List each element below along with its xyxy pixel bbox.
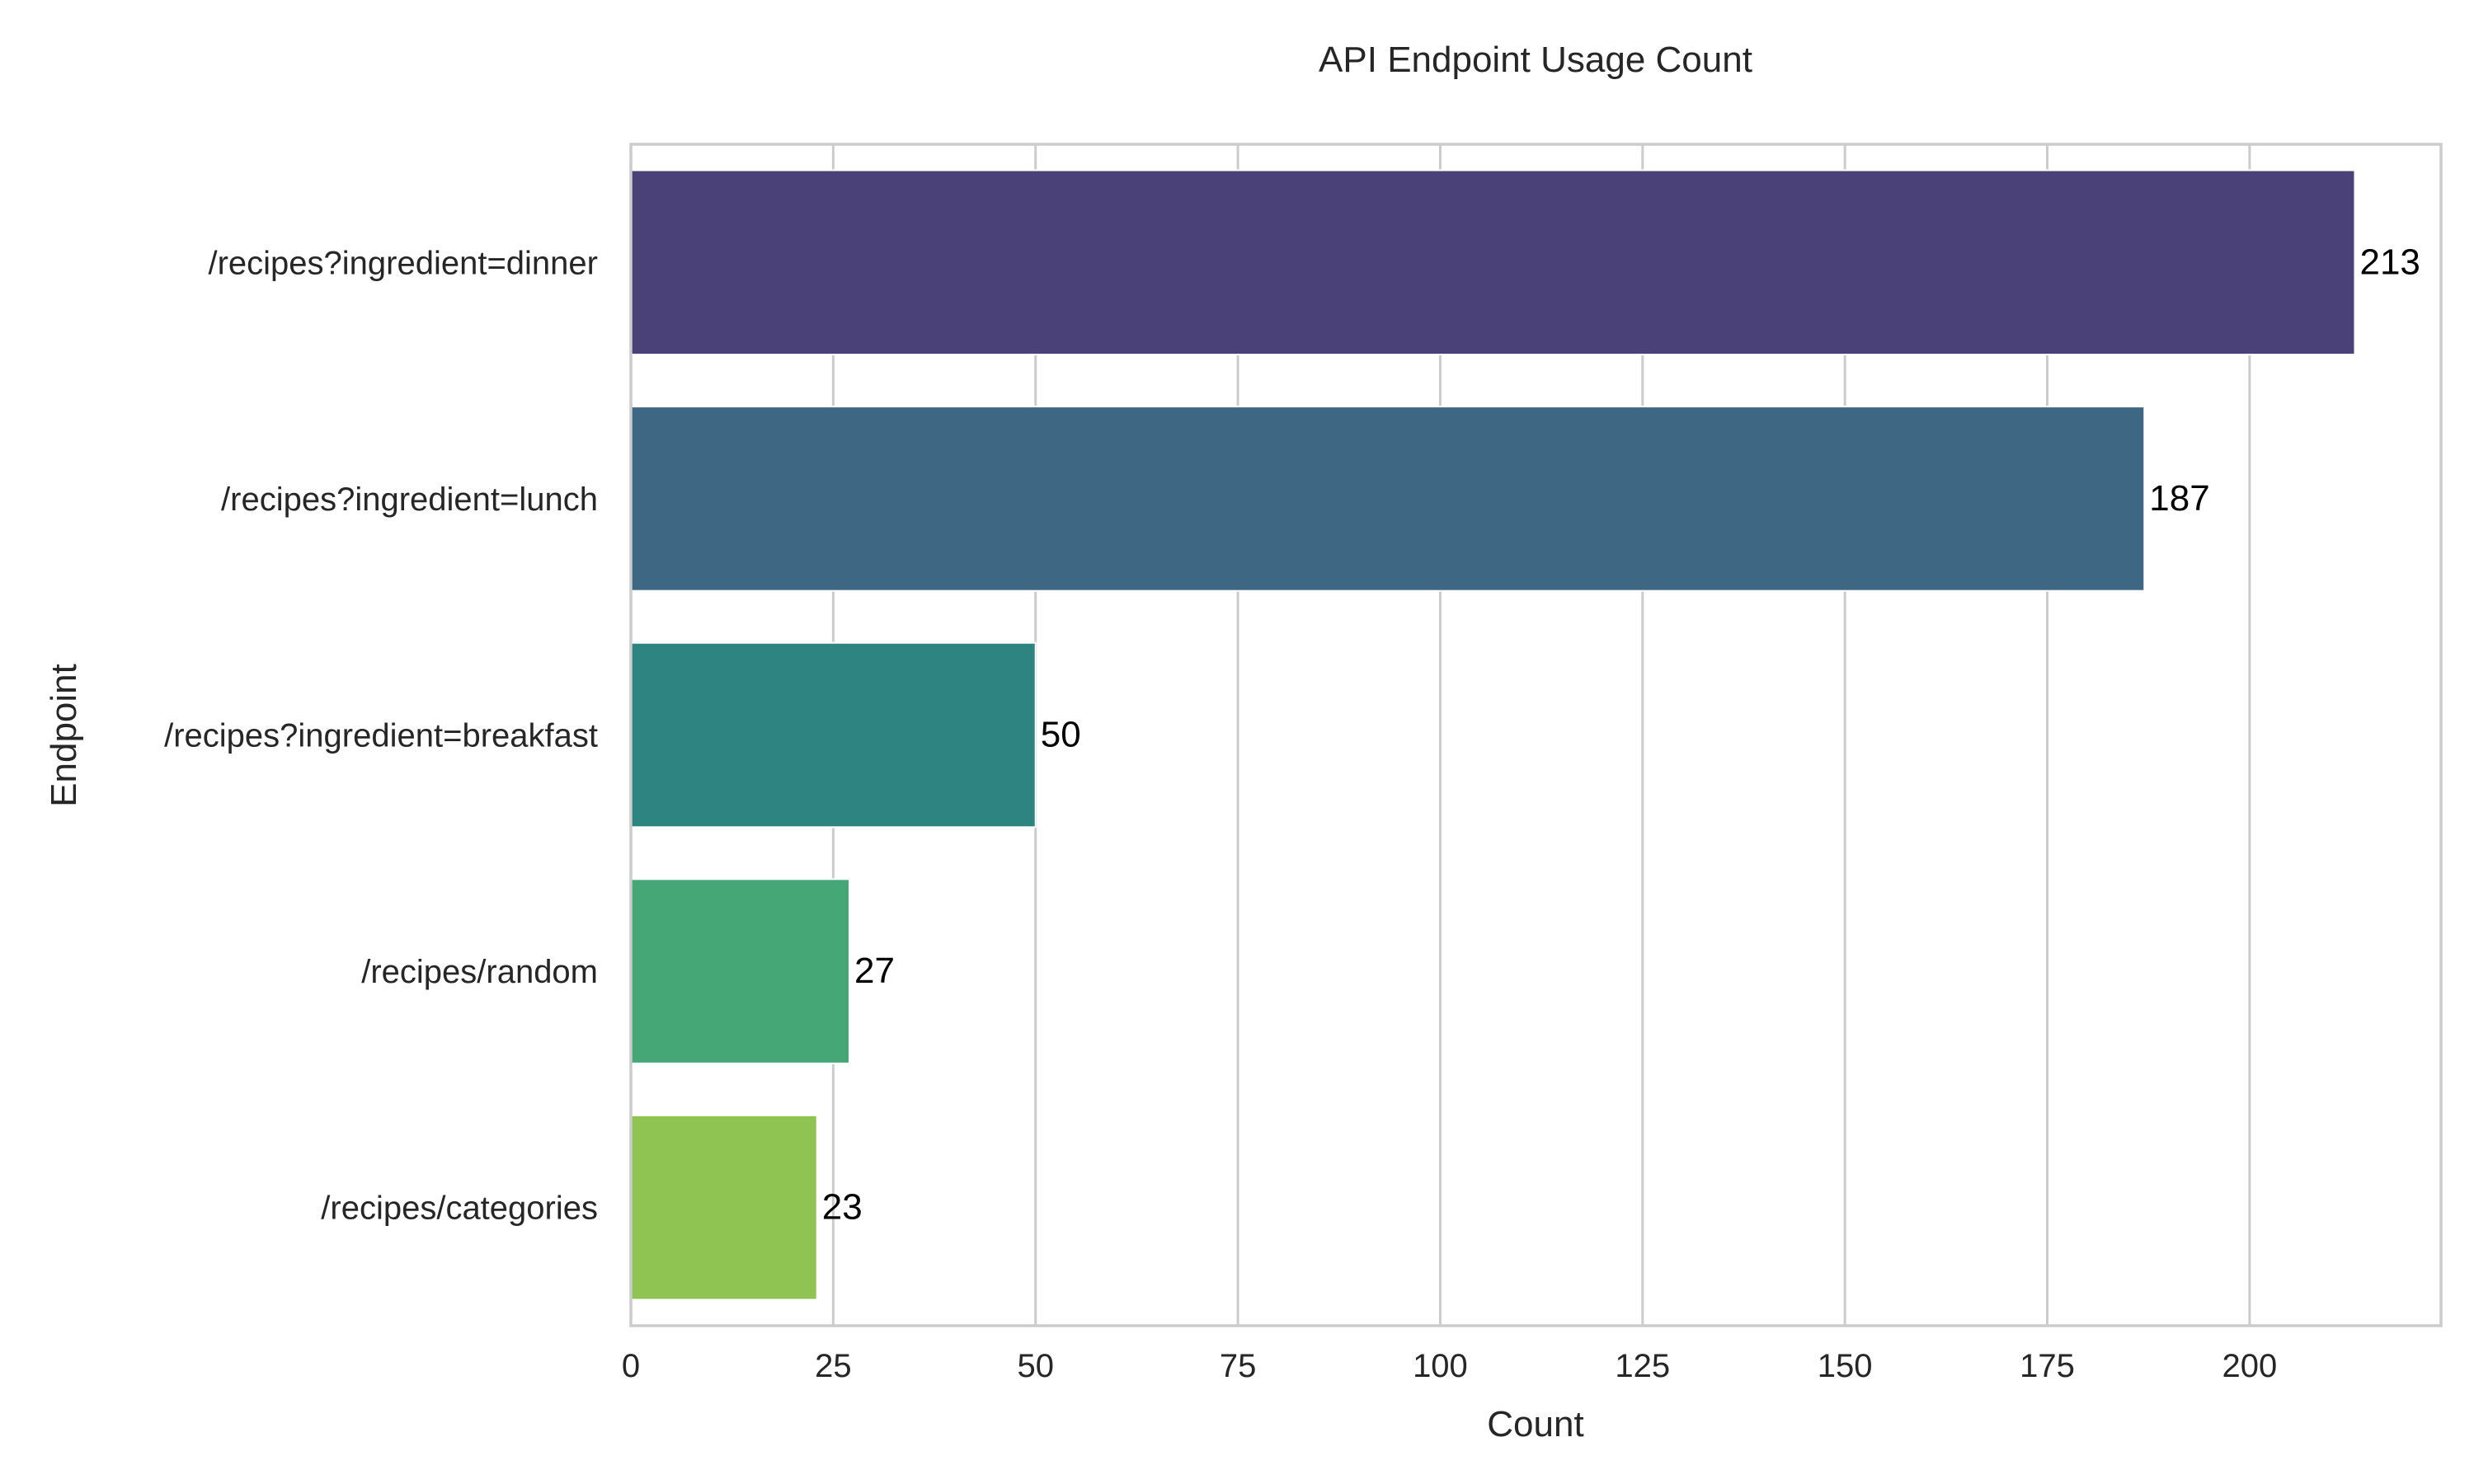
- y-axis-label: Endpoint: [44, 664, 84, 807]
- x-axis-label: Count: [1487, 1404, 1583, 1444]
- y-tick-label: /recipes/random: [361, 954, 598, 990]
- x-tick-label: 175: [2020, 1348, 2075, 1384]
- x-tick-label: 100: [1413, 1348, 1468, 1384]
- data-label: 187: [2149, 478, 2209, 519]
- y-tick-labels: /recipes?ingredient=dinner/recipes?ingre…: [164, 245, 598, 1226]
- bar-3: [630, 878, 850, 1064]
- data-label: 213: [2359, 242, 2420, 282]
- data-label: 23: [822, 1187, 863, 1228]
- x-tick-labels: 0 25 50 75 100 125 150 175 200: [622, 1348, 2277, 1384]
- y-tick-label: /recipes?ingredient=breakfast: [164, 718, 598, 754]
- data-label: 50: [1041, 715, 1081, 755]
- x-tick-label: 75: [1220, 1348, 1257, 1384]
- chart-title: API Endpoint Usage Count: [1319, 40, 1752, 80]
- x-tick-label: 200: [2222, 1348, 2278, 1384]
- bar-1: [630, 406, 2146, 592]
- bar-0: [630, 169, 2356, 356]
- y-tick-label: /recipes/categories: [321, 1190, 598, 1227]
- y-tick-label: /recipes?ingredient=dinner: [208, 245, 598, 281]
- x-tick-label: 150: [1818, 1348, 1873, 1384]
- bar-4: [630, 1114, 818, 1301]
- x-tick-label: 0: [622, 1348, 640, 1384]
- data-labels: 213 187 50 27 23: [822, 242, 2420, 1227]
- plot-frame: [629, 143, 2443, 1327]
- data-label: 27: [854, 951, 895, 991]
- bars: [630, 169, 2356, 1301]
- x-tick-label: 50: [1017, 1348, 1054, 1384]
- x-tick-label: 25: [815, 1348, 852, 1384]
- bar-2: [630, 641, 1037, 829]
- x-tick-label: 125: [1615, 1348, 1670, 1384]
- y-tick-label: /recipes?ingredient=lunch: [221, 481, 598, 518]
